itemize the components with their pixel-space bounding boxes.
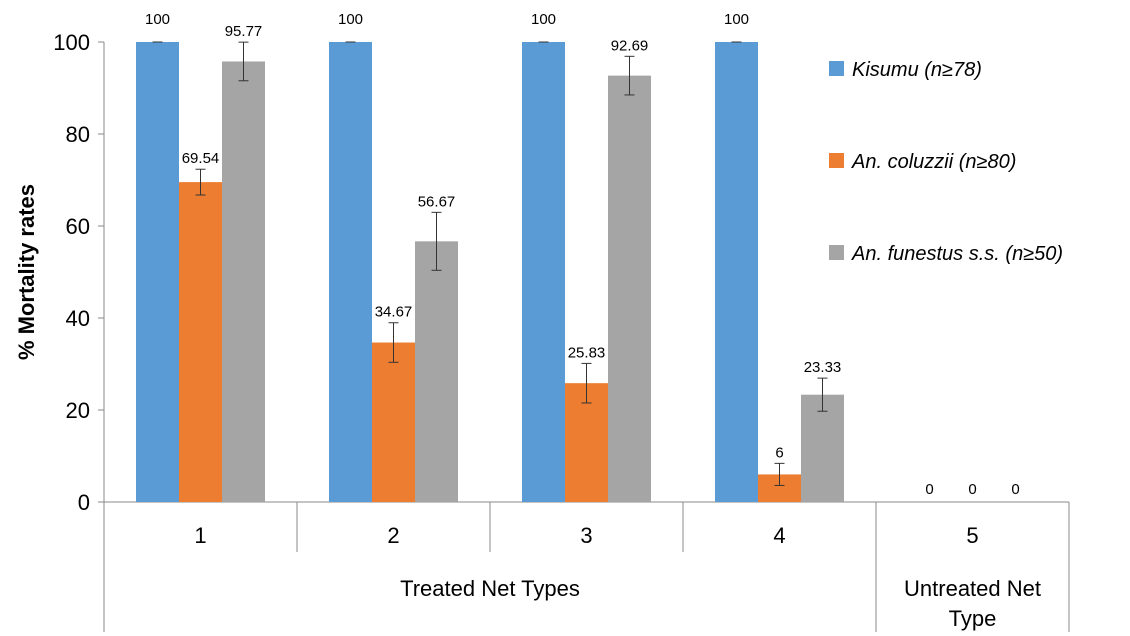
- data-label: 25.83: [568, 344, 606, 361]
- data-label: 0: [925, 481, 933, 498]
- bar: [179, 182, 222, 502]
- data-label: 100: [724, 11, 749, 28]
- bar: [801, 394, 844, 502]
- category-label: 5: [966, 523, 978, 548]
- category-label: 1: [194, 523, 206, 548]
- y-tick-label: 100: [53, 30, 90, 55]
- data-label: 100: [145, 11, 170, 28]
- bar: [372, 342, 415, 502]
- data-label: 23.33: [804, 359, 842, 376]
- data-label: 69.54: [182, 150, 220, 167]
- bar: [329, 42, 372, 502]
- group-label-line: Treated Net Types: [400, 576, 580, 601]
- category-label: 4: [773, 523, 785, 548]
- category-label: 3: [580, 523, 592, 548]
- data-label: 0: [1011, 481, 1019, 498]
- legend-swatch: [829, 61, 844, 76]
- bar: [522, 42, 565, 502]
- group-label: Treated Net Types: [400, 576, 580, 601]
- data-label: 100: [338, 11, 363, 28]
- group-label-line: Type: [949, 606, 997, 631]
- category-label: 2: [387, 523, 399, 548]
- legend-swatch: [829, 245, 844, 260]
- data-label: 56.67: [418, 193, 456, 210]
- y-tick-label: 0: [78, 490, 90, 515]
- data-label: 100: [531, 11, 556, 28]
- legend-swatch: [829, 153, 844, 168]
- group-label: Untreated Net Type: [904, 576, 1041, 631]
- legend-label: An. funestus s.s. (n≥50): [851, 243, 1063, 265]
- bar: [222, 61, 265, 502]
- bar: [608, 75, 651, 502]
- y-tick-label: 60: [66, 214, 90, 239]
- data-label: 34.67: [375, 304, 413, 321]
- y-axis-title: % Mortality rates: [14, 184, 39, 360]
- data-label: 95.77: [225, 23, 263, 40]
- data-label: 92.69: [611, 37, 649, 54]
- data-label: 6: [775, 444, 783, 461]
- y-tick-label: 20: [66, 398, 90, 423]
- bar: [715, 42, 758, 502]
- legend-label: An. coluzzii (n≥80): [851, 151, 1016, 173]
- bar: [136, 42, 179, 502]
- data-label: 0: [968, 481, 976, 498]
- bar: [415, 241, 458, 502]
- group-label-line: Untreated Net: [904, 576, 1041, 601]
- y-tick-label: 40: [66, 306, 90, 331]
- legend-label: Kisumu (n≥78): [852, 59, 982, 81]
- y-tick-label: 80: [66, 122, 90, 147]
